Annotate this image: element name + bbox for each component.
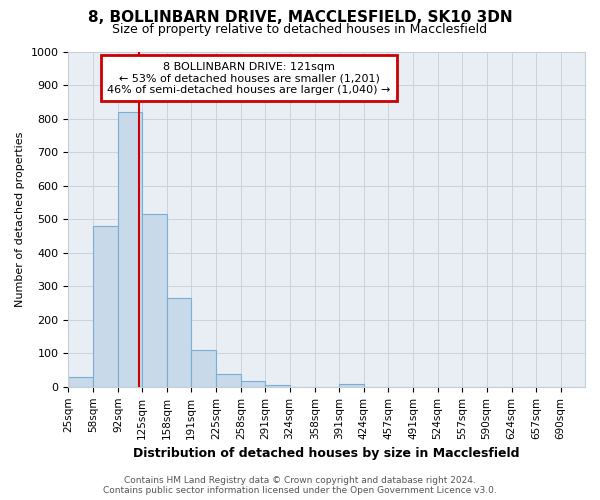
Y-axis label: Number of detached properties: Number of detached properties <box>15 132 25 307</box>
Bar <box>339 384 364 387</box>
Bar <box>142 214 167 387</box>
X-axis label: Distribution of detached houses by size in Macclesfield: Distribution of detached houses by size … <box>133 447 520 460</box>
Bar <box>167 298 191 387</box>
Bar <box>68 377 93 387</box>
Bar <box>241 381 265 387</box>
Text: 8 BOLLINBARN DRIVE: 121sqm
← 53% of detached houses are smaller (1,201)
46% of s: 8 BOLLINBARN DRIVE: 121sqm ← 53% of deta… <box>107 62 391 95</box>
Bar <box>93 226 118 387</box>
Bar <box>217 374 241 387</box>
Bar <box>191 350 217 387</box>
Bar <box>118 112 142 387</box>
Text: 8, BOLLINBARN DRIVE, MACCLESFIELD, SK10 3DN: 8, BOLLINBARN DRIVE, MACCLESFIELD, SK10 … <box>88 10 512 25</box>
Bar <box>265 385 290 387</box>
Text: Contains HM Land Registry data © Crown copyright and database right 2024.
Contai: Contains HM Land Registry data © Crown c… <box>103 476 497 495</box>
Text: Size of property relative to detached houses in Macclesfield: Size of property relative to detached ho… <box>112 22 488 36</box>
